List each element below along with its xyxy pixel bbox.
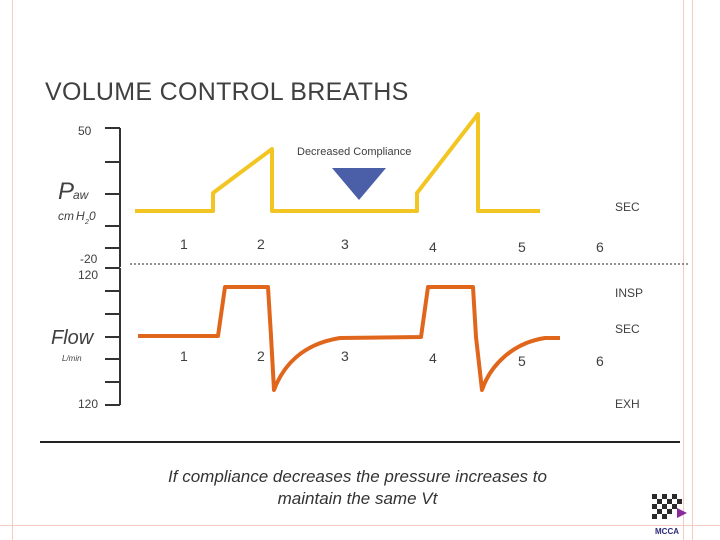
slide-border-right-inner: [683, 0, 684, 540]
pressure-unit-h: H: [76, 209, 85, 223]
pressure-time-tick: 4: [429, 239, 437, 255]
flow-exh-label: EXH: [615, 397, 640, 411]
slide-title: VOLUME CONTROL BREATHS: [45, 78, 409, 106]
flow-time-tick: 4: [429, 350, 437, 366]
pressure-label-main: P: [58, 178, 74, 205]
pressure-waveform: [135, 112, 540, 213]
pressure-unit-suffix: 0: [89, 209, 96, 223]
pressure-time-tick: 6: [596, 239, 604, 255]
flow-label-main: Flow: [51, 327, 95, 349]
pressure-unit-prefix: cm: [58, 209, 74, 223]
pressure-time-tick: 5: [518, 239, 526, 255]
pressure-time-tick: 1: [180, 236, 188, 252]
pressure-bottom-value: -20: [80, 252, 98, 266]
slide-border-left: [12, 0, 13, 540]
pressure-sec-label: SEC: [615, 200, 640, 214]
pressure-unit-subscript: 2: [84, 219, 89, 226]
flow-time-tick: 6: [596, 353, 604, 369]
caption: If compliance decreases the pressure inc…: [120, 466, 595, 510]
flow-top-value: 120: [78, 268, 98, 282]
logo-text: MCCA: [655, 527, 679, 536]
mcca-logo: [652, 494, 687, 519]
flow-time-tick: 5: [518, 353, 526, 369]
flow-time-tick: 1: [180, 348, 188, 364]
pressure-label-sub: aw: [73, 188, 90, 202]
flow-insp-label: INSP: [615, 286, 643, 300]
flow-sec-label: SEC: [615, 322, 640, 336]
slide-border-right-outer: [692, 0, 693, 540]
slide-border-bottom: [0, 525, 720, 526]
flow-bottom-value: 120: [78, 397, 98, 411]
flow-time-tick: 2: [257, 348, 265, 364]
pressure-time-tick: 2: [257, 236, 265, 252]
annotation-label: Decreased Compliance: [297, 146, 411, 158]
flow-time-tick: 3: [341, 348, 349, 364]
flow-waveform: [138, 285, 560, 392]
pressure-top-value: 50: [78, 124, 92, 138]
pressure-time-tick: 3: [341, 236, 349, 252]
caption-line-2: maintain the same Vt: [277, 489, 438, 508]
compliance-arrow: [332, 168, 386, 200]
caption-line-1: If compliance decreases the pressure inc…: [168, 467, 547, 486]
flow-unit: L/min: [62, 354, 82, 363]
